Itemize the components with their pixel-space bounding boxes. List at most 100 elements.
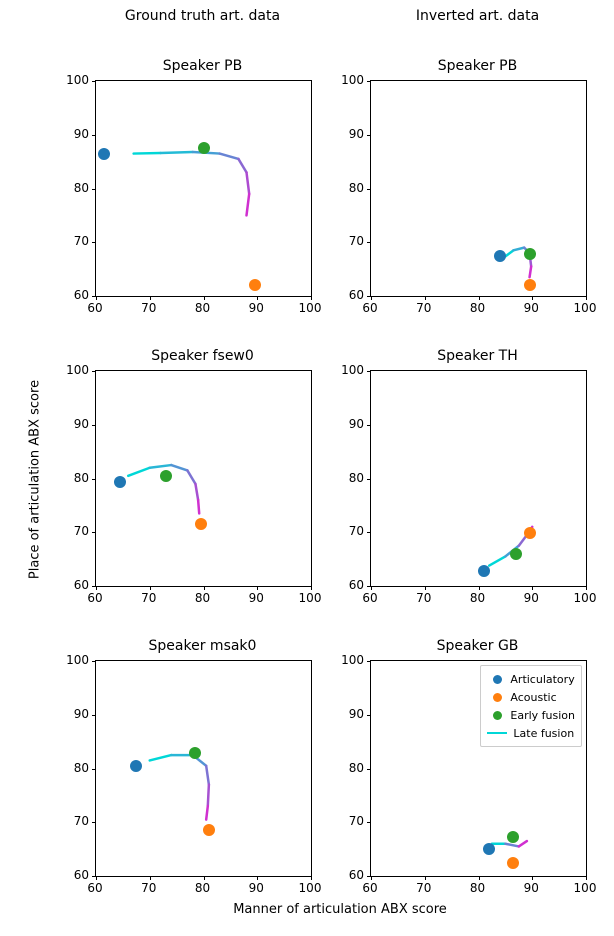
tick-mark-x <box>479 876 480 880</box>
tick-label-y: 70 <box>340 524 364 538</box>
tick-label-y: 70 <box>65 814 89 828</box>
articulatory-point <box>130 760 142 772</box>
tick-mark-x <box>532 586 533 590</box>
early-fusion-point <box>524 248 536 260</box>
tick-label-x: 80 <box>470 301 485 315</box>
tick-label-y: 90 <box>65 417 89 431</box>
tick-label-y: 70 <box>340 234 364 248</box>
tick-label-x: 70 <box>416 301 431 315</box>
tick-label-x: 60 <box>87 591 102 605</box>
tick-label-y: 100 <box>340 363 364 377</box>
tick-label-y: 60 <box>65 868 89 882</box>
acoustic-point <box>203 824 215 836</box>
tick-label-x: 100 <box>299 591 322 605</box>
tick-label-y: 70 <box>65 234 89 248</box>
tick-mark-x <box>532 876 533 880</box>
tick-mark-x <box>586 876 587 880</box>
acoustic-point <box>524 279 536 291</box>
tick-label-x: 90 <box>249 881 264 895</box>
tick-label-y: 100 <box>65 363 89 377</box>
tick-mark-x <box>204 296 205 300</box>
tick-mark-x <box>150 296 151 300</box>
tick-mark-y <box>92 876 96 877</box>
tick-label-x: 90 <box>249 591 264 605</box>
legend-label: Acoustic <box>510 691 556 704</box>
tick-mark-x <box>311 296 312 300</box>
tick-label-x: 90 <box>249 301 264 315</box>
tick-mark-y <box>92 586 96 587</box>
tick-label-y: 60 <box>340 578 364 592</box>
tick-label-x: 60 <box>362 881 377 895</box>
tick-label-y: 90 <box>65 707 89 721</box>
legend-swatch <box>493 711 502 720</box>
tick-label-x: 100 <box>299 301 322 315</box>
tick-mark-x <box>150 586 151 590</box>
legend: ArticulatoryAcousticEarly fusionLate fus… <box>480 665 582 747</box>
acoustic-point <box>195 518 207 530</box>
panel-th-right <box>370 370 587 587</box>
tick-label-x: 80 <box>470 591 485 605</box>
tick-label-x: 70 <box>141 301 156 315</box>
articulatory-point <box>494 250 506 262</box>
tick-mark-y <box>92 296 96 297</box>
tick-label-x: 100 <box>574 591 597 605</box>
tick-mark-x <box>96 296 97 300</box>
tick-label-x: 70 <box>416 881 431 895</box>
legend-label: Articulatory <box>510 673 574 686</box>
tick-mark-y <box>367 586 371 587</box>
late-fusion-curve <box>371 371 586 586</box>
tick-label-y: 100 <box>340 73 364 87</box>
tick-label-y: 80 <box>340 761 364 775</box>
tick-label-y: 80 <box>65 471 89 485</box>
col-header-right: Inverted art. data <box>370 8 585 24</box>
tick-label-y: 90 <box>65 127 89 141</box>
tick-label-y: 100 <box>340 653 364 667</box>
articulatory-point <box>478 565 490 577</box>
late-fusion-curve <box>96 371 311 586</box>
tick-label-x: 100 <box>299 881 322 895</box>
tick-label-x: 80 <box>195 301 210 315</box>
panel-gb-right: ArticulatoryAcousticEarly fusionLate fus… <box>370 660 587 877</box>
tick-mark-x <box>257 586 258 590</box>
early-fusion-point <box>160 470 172 482</box>
tick-label-y: 90 <box>340 707 364 721</box>
late-fusion-curve <box>96 81 311 296</box>
panel-pb-right <box>370 80 587 297</box>
articulatory-point <box>114 476 126 488</box>
x-axis-label: Manner of articulation ABX score <box>95 902 585 917</box>
tick-mark-x <box>371 876 372 880</box>
tick-label-y: 60 <box>340 868 364 882</box>
legend-item: Acoustic <box>487 688 575 706</box>
panel-title-msak0-left: Speaker msak0 <box>95 638 310 654</box>
tick-mark-x <box>257 876 258 880</box>
tick-label-y: 90 <box>340 127 364 141</box>
acoustic-point <box>507 857 519 869</box>
tick-mark-x <box>425 296 426 300</box>
tick-label-y: 70 <box>65 524 89 538</box>
early-fusion-point <box>510 548 522 560</box>
late-fusion-curve <box>96 661 311 876</box>
legend-line <box>487 732 507 734</box>
early-fusion-point <box>507 831 519 843</box>
panel-fsew0-left <box>95 370 312 587</box>
legend-label: Late fusion <box>513 727 574 740</box>
tick-label-x: 70 <box>141 591 156 605</box>
tick-label-y: 90 <box>340 417 364 431</box>
tick-label-y: 80 <box>65 761 89 775</box>
tick-label-y: 100 <box>65 653 89 667</box>
tick-mark-x <box>586 586 587 590</box>
tick-mark-x <box>586 296 587 300</box>
tick-mark-y <box>367 296 371 297</box>
tick-mark-x <box>479 296 480 300</box>
col-header-left: Ground truth art. data <box>95 8 310 24</box>
early-fusion-point <box>198 142 210 154</box>
tick-mark-x <box>150 876 151 880</box>
articulatory-point <box>98 148 110 160</box>
tick-label-x: 60 <box>362 591 377 605</box>
acoustic-point <box>524 527 536 539</box>
tick-mark-y <box>367 876 371 877</box>
tick-label-x: 80 <box>195 881 210 895</box>
tick-label-x: 80 <box>470 881 485 895</box>
articulatory-point <box>483 843 495 855</box>
legend-item: Articulatory <box>487 670 575 688</box>
